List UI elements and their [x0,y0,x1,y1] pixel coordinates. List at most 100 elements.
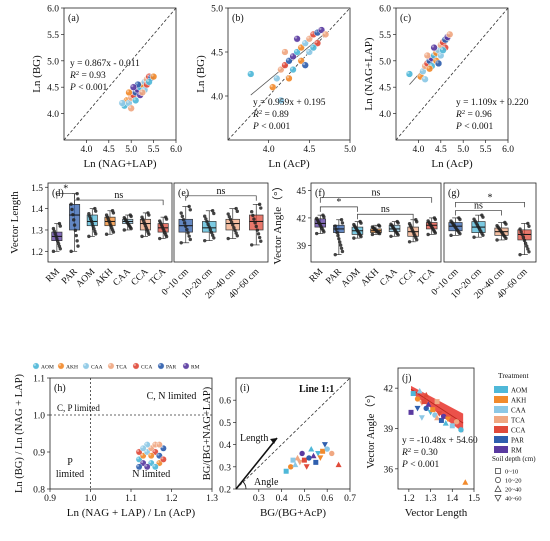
panel-a-point-shine [140,90,143,93]
panel-b-ylabel: Ln (BG) [195,55,207,93]
panel-g-point [472,217,476,221]
panel-c-point-shine [427,66,430,69]
panel-f-point [370,225,375,229]
panel-h-legend-swatch-shine [108,363,111,366]
panel-e-point [182,221,187,225]
panel-g-point [518,227,522,231]
panel-a-point [138,88,147,97]
panel-f-point [426,219,430,223]
panel-e-point [259,206,263,210]
panel-h-quadrant-label: C, N limited [147,391,197,402]
panel-d-point [71,212,75,217]
panel-b-point-shine [311,32,314,35]
panel-c-point-shine [436,61,439,64]
panel-h-legend-label: AKH [66,365,78,371]
panel-i-point [310,452,317,459]
panel-b-point-shine [286,76,289,79]
panel-e-point [250,243,254,247]
panel-e-point [234,206,238,211]
panel-j-legend-label: TCA [511,417,525,425]
panel-g-point [519,230,523,234]
panel-c-point-shine [438,53,441,56]
panel-b-point [273,74,281,83]
panel-g-point [457,216,461,220]
panel-e-point [228,217,233,222]
panel-a-point [129,83,138,91]
panel-f-point [338,240,342,244]
panel-c-point-shine [420,68,423,72]
panel-g-point [526,221,530,226]
panel-j-legend-label: 10~20 [505,478,522,485]
panel-a-xtick-label: 4.5 [103,145,115,155]
panel-f-point [352,236,356,240]
panel-c-letter: (c) [400,13,411,24]
panel-f-point [352,222,356,227]
panel-i-xlabel: BG/(BG+AcP) [260,507,326,519]
panel-e-point [234,231,238,235]
panel-d-point [87,211,91,216]
panel-d-point [128,213,132,217]
panel-j-point [458,427,464,433]
panel-b-frame [227,7,351,141]
panel-j-point [423,405,429,412]
panel-i-ytick-label: 0.2 [219,486,231,496]
panel-e-point [250,210,254,214]
panel-h-legend-swatch-shine [133,363,137,366]
panel-g-point [503,220,507,225]
panel-c-point-shine [422,76,426,80]
panel-h-point-shine [149,453,152,456]
panel-h-legend-label: TCA [116,365,127,371]
panel-f-point [426,232,430,237]
panel-i-point [335,461,342,468]
panel-h-point-shine [157,460,160,464]
panel-j-fit-line [410,388,464,424]
panel-h-quadrant-label: P [67,457,73,468]
panel-j-legend-swatch [494,446,508,453]
panel-j-legend-swatch [494,426,508,433]
panel-h-legend-swatch [107,362,115,370]
panel-c-xtick-label: 5.0 [457,145,469,155]
panel-i-line-label: Line 1:1 [299,384,334,395]
panel-e-point [227,215,232,219]
panel-a-pvalue: P < 0.001 [69,83,108,93]
panel-a-ytick-label: 4.5 [47,84,59,94]
panel-c-xtick-label: 6.0 [502,145,514,155]
panel-j-point [416,387,423,394]
panel-d-point [51,226,56,231]
panel-i-xtick-label: 0.3 [253,494,265,504]
panel-h-ytick-label: 0.9 [33,449,45,459]
panel-e-point [188,208,192,212]
panel-e-point [180,214,185,219]
panel-i-point [308,446,315,452]
panel-a-xtick-label: 4.0 [80,145,92,155]
panel-j-ytick-label: 42 [384,385,394,395]
panel-d-ytick-label: 1.3 [31,226,43,236]
panel-h-xtick-label: 0.9 [44,494,56,504]
panel-c-xtick-label: 4.5 [435,145,447,155]
panel-b-point-shine [248,71,251,74]
panel-a-xlabel: Ln (NAG+LAP) [83,158,156,170]
panel-a-point-shine [133,98,136,101]
panel-b-point-shine [278,67,281,70]
panel-h-xtick-label: 1.1 [125,494,137,504]
panel-f-ytick-label: 42 [297,214,307,224]
panel-b-point-shine [319,27,322,30]
panel-e-point [186,231,190,235]
panel-h-ytick-label: 0.8 [33,486,45,496]
panel-h-point [151,463,159,471]
panel-e-point [232,225,236,230]
panel-b-point-shine [298,45,302,48]
panel-j-ytick-label: 36 [384,465,394,475]
panel-d-point [146,211,150,215]
panel-d-significance-bracket [56,193,75,199]
panel-d-category-label: AKH [93,267,115,289]
panel-a-point-shine [128,105,132,109]
panel-i-ytick-label: 0.5 [219,419,231,429]
panel-h-point-shine [144,442,148,445]
panel-j-legend-swatch [494,386,508,393]
panel-d-point [164,215,168,219]
panel-d-point [70,207,74,212]
panel-j-point [444,416,451,423]
panel-b-ytick-label: 4.0 [211,93,223,103]
